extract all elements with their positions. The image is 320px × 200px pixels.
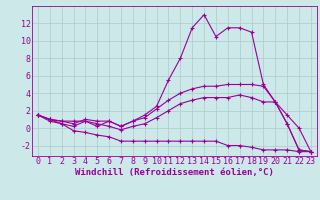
X-axis label: Windchill (Refroidissement éolien,°C): Windchill (Refroidissement éolien,°C) [75,168,274,177]
